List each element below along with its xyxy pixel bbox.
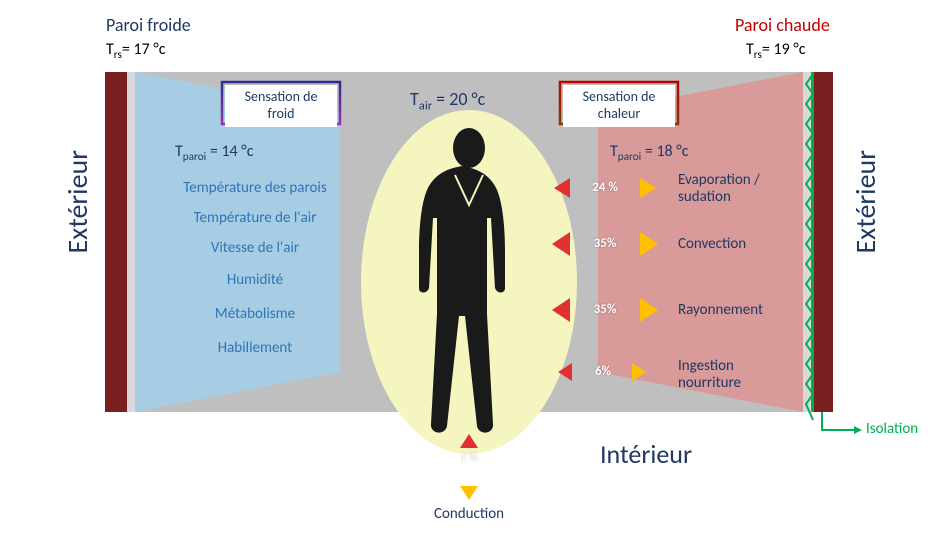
mech-ray: Rayonnement: [678, 302, 798, 319]
t-paroi-left: Tparoi = 14 °c: [175, 142, 253, 164]
conduction-label: Conduction: [434, 506, 504, 523]
sensation-froid-box: Sensation defroid: [225, 85, 337, 127]
factor-0: Température des parois: [165, 180, 345, 197]
interior-label: Intérieur: [600, 438, 692, 470]
arrow-conduction: [460, 434, 478, 500]
isolation-label: Isolation: [866, 420, 918, 438]
mech-evap: Evaporation / sudation: [678, 172, 798, 205]
factor-1: Température de l'air: [165, 210, 345, 227]
paroi-chaude-title: Paroi chaude: [735, 14, 830, 36]
factor-3: Humidité: [165, 272, 345, 289]
exterieur-left: Extérieur: [60, 150, 95, 253]
pct-evap: 24 %: [580, 180, 630, 195]
sensation-chaleur-box: Sensation dechaleur: [563, 85, 675, 127]
exterieur-right: Extérieur: [848, 150, 883, 253]
pct-conv: 35%: [580, 236, 630, 251]
pct-cond: 1 %: [444, 452, 494, 464]
t-air: Tair = 20 °c: [410, 88, 485, 114]
cold-wall: [105, 72, 127, 412]
pct-ing: 6%: [578, 364, 628, 379]
factor-4: Métabolisme: [165, 306, 345, 323]
pct-ray: 35%: [580, 302, 630, 317]
t-paroi-right: Tparoi = 18 °c: [610, 142, 688, 164]
paroi-froide-title: Paroi froide: [106, 14, 191, 36]
trs-right: Trs= 19 °c: [746, 40, 806, 62]
hot-wall: [811, 72, 833, 412]
isolation-arrow: [822, 412, 854, 430]
factor-2: Vitesse de l'air: [165, 240, 345, 257]
factor-5: Habillement: [165, 340, 345, 357]
mech-ing: Ingestion nourriture: [678, 358, 798, 391]
trs-left: Trs= 17 °c: [106, 40, 166, 62]
mech-conv: Convection: [678, 236, 798, 253]
